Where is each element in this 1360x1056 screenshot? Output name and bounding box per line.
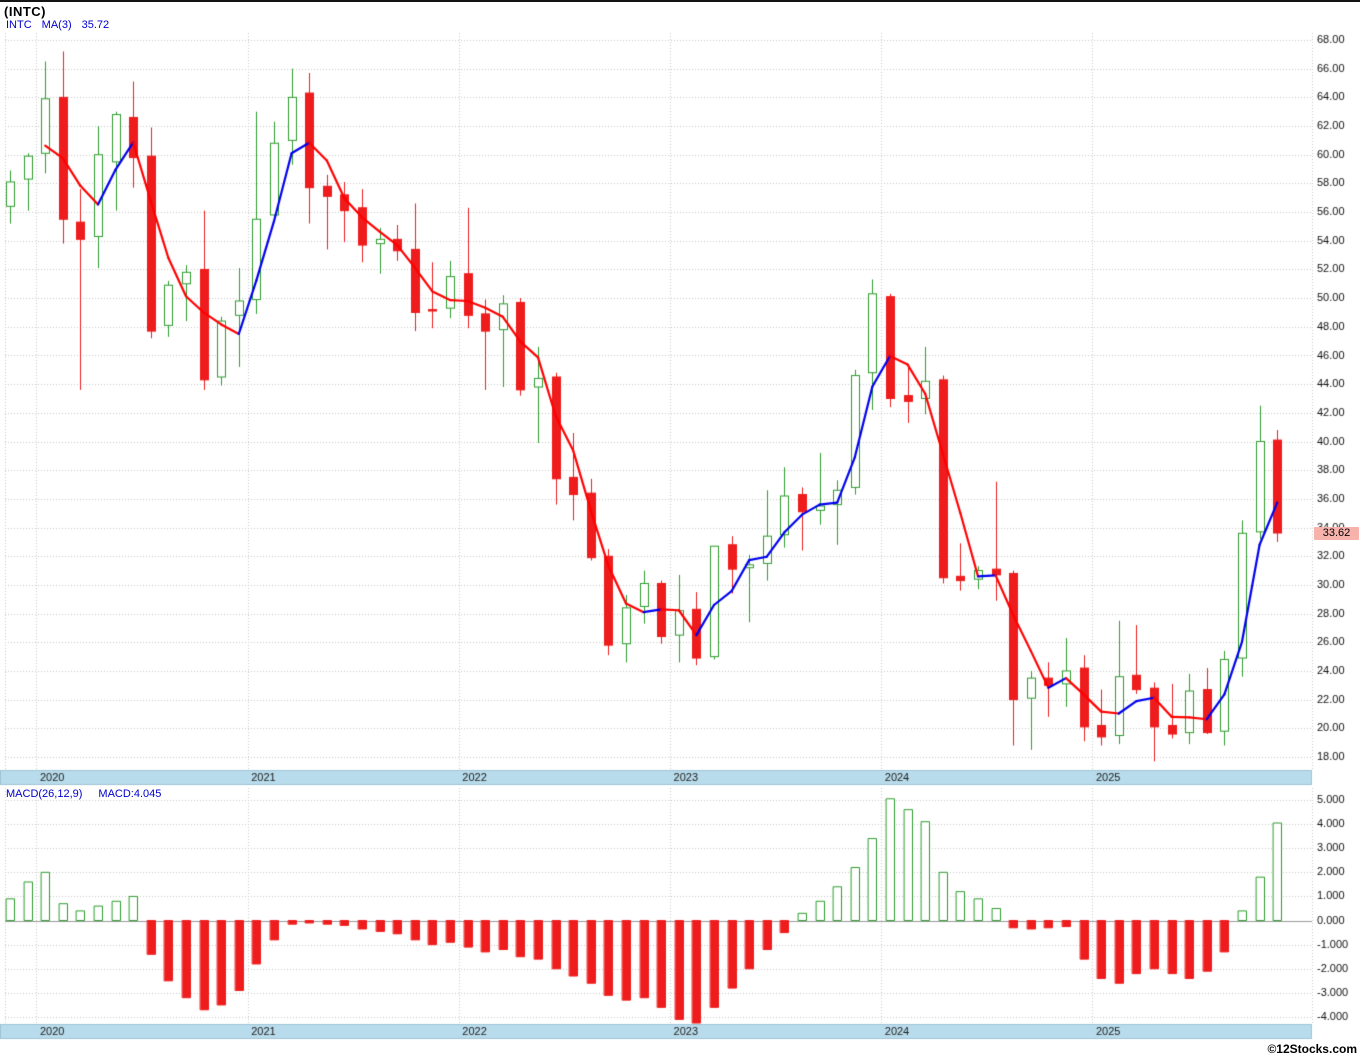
legend-ma-value: 35.72: [81, 19, 110, 31]
legend-symbol: INTC: [6, 19, 32, 31]
price-axis-label: 33.62: [1314, 527, 1359, 540]
macd-legend: MACD(26,12,9) MACD:4.045: [6, 788, 177, 800]
macd-current-value: MACD:4.045: [98, 788, 162, 800]
macd-params-label: MACD(26,12,9): [6, 788, 83, 800]
copyright-watermark: ©12Stocks.com: [1267, 1042, 1357, 1056]
legend-ma-label: MA(3): [41, 19, 72, 31]
price-legend: INTC MA(3) 35.72: [6, 19, 119, 31]
chart-title: (INTC): [4, 4, 46, 19]
